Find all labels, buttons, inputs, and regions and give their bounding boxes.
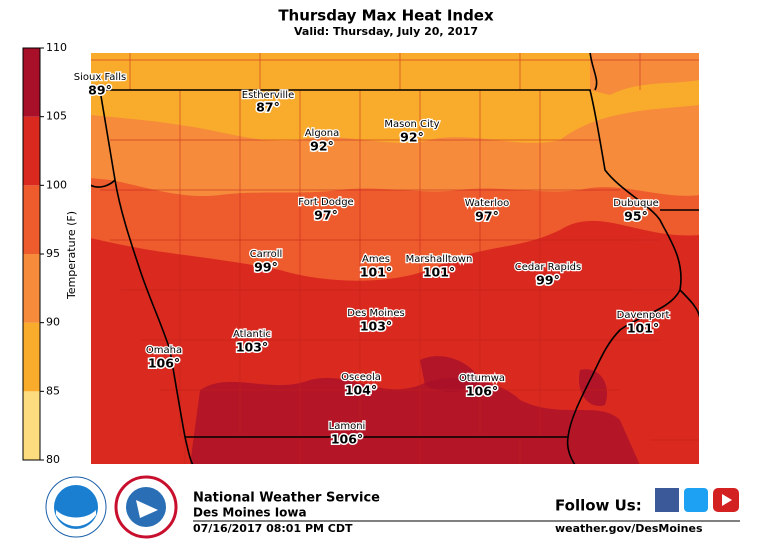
city-name: Estherville [242,90,294,101]
twitter-icon[interactable] [684,488,708,512]
map [89,51,701,466]
office-location: Des Moines Iowa [193,506,307,520]
city-value: 87° [256,100,280,115]
colorbar-tick-label: 80 [46,453,60,466]
colorbar-band [23,116,40,186]
city-name: Des Moines [347,308,404,319]
city-name: Omaha [146,345,182,356]
city-name: Algona [305,128,340,139]
colorbar-band [23,254,40,323]
city-value: 103° [236,340,268,355]
city-value: 103° [360,319,392,334]
follow-label: Follow Us: [555,497,642,515]
city-value: 95° [624,209,648,224]
city-name: Marshalltown [406,254,473,265]
city-name: Carroll [250,249,283,260]
city-value: 101° [360,265,392,280]
colorbar-tick-label: 100 [46,178,67,191]
city-value: 106° [331,432,363,447]
subtitle: Valid: Thursday, July 20, 2017 [294,25,478,38]
city-name: Mason City [384,119,439,130]
city-value: 106° [466,384,498,399]
colorbar-tick-label: 105 [46,110,67,123]
city-labels: Sioux Falls 89° Estherville 87° Algona 9… [73,71,671,448]
city-value: 101° [627,321,659,336]
city-value: 101° [423,265,455,280]
colorbar-tick-label: 110 [46,41,67,54]
issued-time: 07/16/2017 08:01 PM CDT [193,522,353,535]
city-value: 89° [88,83,112,98]
logos [45,475,178,539]
colorbar: 80 85 90 95 100 105 110 [22,41,67,466]
city-value: 97° [314,208,338,223]
city-value: 104° [345,383,377,398]
city-name: Waterloo [465,198,510,209]
colorbar-tick-label: 85 [46,384,60,397]
city-name: Dubuque [613,198,659,209]
city-name: Sioux Falls [74,72,126,83]
city-name: Fort Dodge [298,197,353,208]
colorbar-band [23,185,40,254]
city-name: Lamoni [329,421,366,432]
facebook-icon[interactable] [655,488,679,512]
city-name: Osceola [341,372,381,383]
city-name: Davenport [617,310,670,321]
city-value: 97° [475,209,499,224]
city-name: Cedar Rapids [515,262,581,273]
office: National Weather Service [193,491,380,506]
city-value: 92° [400,130,424,145]
colorbar-band [23,48,40,117]
website[interactable]: weather.gov/DesMoines [555,522,703,535]
colorbar-band [23,391,40,460]
title: Thursday Max Heat Index [278,7,494,25]
colorbar-label: Temperature (F) [65,211,78,300]
city-value: 106° [148,356,180,371]
colorbar-tick-label: 95 [46,247,60,260]
colorbar-tick-label: 90 [46,316,60,329]
colorbar-band [23,322,40,392]
youtube-play [722,494,732,506]
city-name: Atlantic [233,329,271,340]
city-value: 99° [536,273,560,288]
city-value: 92° [310,139,334,154]
city-name: Ames [362,254,390,265]
city-name: Ottumwa [459,373,505,384]
city-value: 99° [254,260,278,275]
